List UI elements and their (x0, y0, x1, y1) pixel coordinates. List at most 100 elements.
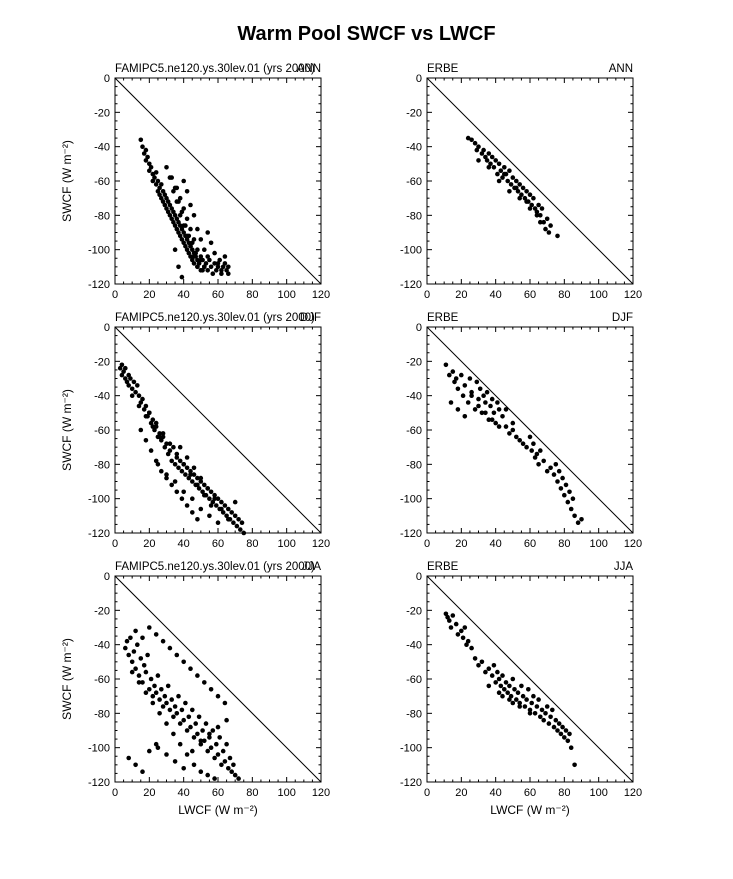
data-point (190, 257, 195, 263)
data-point (190, 496, 195, 502)
data-point (568, 745, 574, 750)
data-point (508, 182, 514, 187)
data-point (196, 486, 202, 491)
data-point (448, 625, 454, 630)
data-point (534, 213, 540, 218)
data-point (176, 230, 181, 235)
data-point (119, 362, 125, 368)
data-point (195, 264, 200, 270)
data-point (196, 714, 202, 720)
y-axis-label: SWCF (W m⁻²) (60, 140, 74, 222)
data-point (188, 243, 193, 249)
reference-line (114, 575, 322, 783)
data-point (174, 711, 180, 716)
data-point (200, 728, 205, 733)
data-point (495, 400, 500, 405)
y-tick-label: 0 (104, 322, 110, 334)
y-tick-label: -80 (406, 210, 422, 222)
x-tick-label: 120 (312, 787, 330, 799)
data-point (202, 738, 207, 744)
data-point (133, 666, 138, 671)
data-point (143, 438, 149, 443)
data-point (488, 161, 493, 167)
data-point (232, 499, 238, 505)
panel-season-label: JJA (302, 561, 322, 573)
data-point (208, 264, 214, 270)
data-point (177, 458, 183, 464)
data-point (496, 407, 502, 412)
data-point (472, 407, 478, 412)
data-point (215, 496, 221, 502)
data-point (186, 250, 192, 256)
data-point (171, 209, 176, 215)
data-point (465, 135, 471, 141)
data-point (495, 669, 500, 675)
data-point (198, 237, 204, 242)
y-tick-label: -20 (406, 605, 422, 617)
data-point (190, 247, 195, 252)
y-tick-label: -120 (400, 777, 422, 789)
data-point (465, 400, 471, 405)
reference-line (426, 326, 634, 534)
data-point (153, 690, 159, 695)
scatter-panel-2: 0 20 40 60 80 100 120 0 -20 -40 -60 -80 -100 -120 ERBE… (400, 63, 642, 301)
data-point (179, 468, 185, 474)
scatter-panel-1: 0 20 40 60 80 100 120 0 -20 -40 -60 -80 -100 -120 FAMI… (60, 63, 330, 301)
data-point (479, 151, 485, 156)
data-point (217, 735, 222, 740)
data-point (155, 178, 161, 184)
data-point (183, 700, 188, 706)
data-point (483, 669, 488, 675)
data-point (198, 254, 204, 259)
y-tick-label: -20 (94, 107, 110, 119)
data-point (200, 268, 205, 273)
x-tick-label: 40 (178, 289, 190, 301)
data-point (495, 171, 500, 177)
data-point (462, 625, 468, 630)
panel-season-label: JJA (614, 561, 634, 573)
data-point (462, 414, 468, 419)
data-point (198, 257, 204, 263)
data-point (150, 417, 156, 423)
x-tick-label: 20 (455, 538, 467, 550)
y-tick-label: -20 (406, 107, 422, 119)
data-point (164, 165, 169, 170)
data-point (190, 240, 195, 246)
data-point (236, 517, 241, 522)
data-point (219, 271, 224, 277)
data-point (531, 693, 536, 699)
data-point (500, 673, 505, 678)
data-point (486, 417, 492, 423)
data-point (143, 147, 149, 153)
data-point (558, 731, 564, 737)
data-point (572, 762, 577, 768)
data-point (188, 202, 193, 208)
data-point (445, 614, 450, 620)
data-point (222, 503, 228, 508)
data-point (160, 189, 166, 194)
data-point (510, 676, 516, 682)
x-tick-label: 0 (424, 289, 430, 301)
data-point (229, 769, 234, 774)
data-point (126, 372, 131, 378)
data-point (202, 492, 207, 498)
data-point (555, 728, 560, 733)
x-tick-label: 80 (558, 538, 570, 550)
data-point (520, 693, 526, 699)
data-point (560, 724, 565, 730)
data-point (179, 496, 185, 502)
data-point (165, 209, 171, 215)
data-point (517, 700, 522, 706)
data-point (220, 264, 226, 270)
x-tick-label: 20 (143, 538, 155, 550)
x-tick-label: 100 (277, 787, 295, 799)
data-point (481, 393, 486, 399)
y-tick-label: -60 (94, 674, 110, 686)
data-point (512, 687, 517, 692)
data-point (162, 693, 168, 699)
data-point (155, 745, 161, 750)
data-point (205, 772, 210, 778)
x-tick-label: 0 (112, 538, 118, 550)
data-point (579, 517, 584, 522)
data-point (148, 676, 154, 682)
